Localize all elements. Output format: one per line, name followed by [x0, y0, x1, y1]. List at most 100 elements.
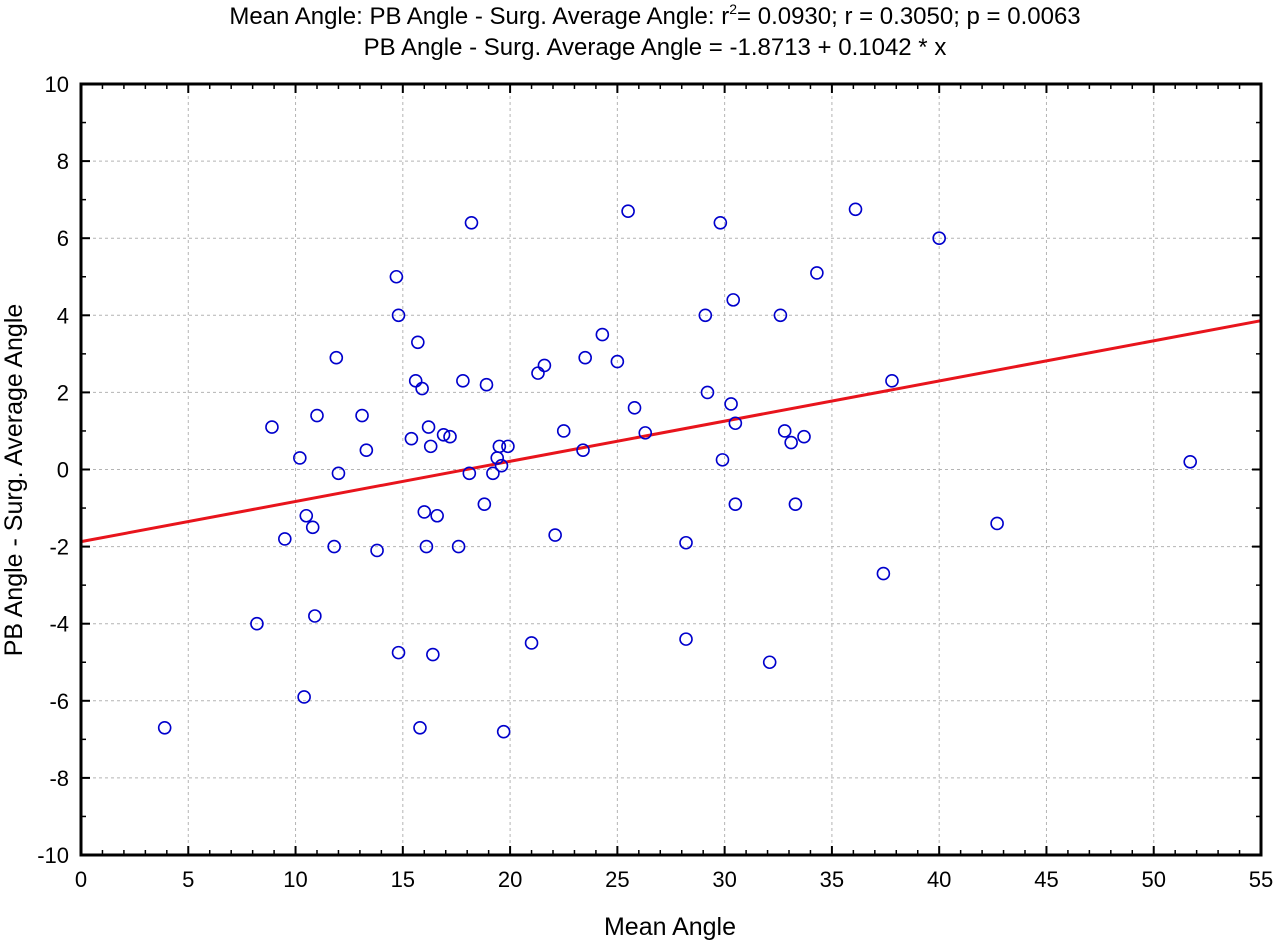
data-point-8: [308, 609, 322, 623]
data-point-49: [576, 443, 590, 458]
data-point-45: [531, 366, 545, 380]
chart-title-line-2: PB Angle - Surg. Average Angle = -1.8713…: [364, 34, 947, 61]
y-tick-label-10: 10: [45, 72, 69, 97]
data-point-24: [417, 505, 432, 519]
y-tick-label-9: 8: [57, 149, 69, 174]
x-tick-label-3: 15: [391, 867, 415, 892]
y-tick-label-8: 6: [57, 226, 69, 251]
data-point-38: [486, 466, 500, 481]
y-tick-label-5: 0: [57, 458, 69, 483]
data-point-53: [621, 204, 635, 219]
data-point-0: [157, 720, 172, 735]
data-point-73: [848, 202, 863, 217]
data-point-64: [728, 416, 743, 431]
data-point-74: [876, 566, 891, 581]
data-point-75: [885, 374, 899, 388]
data-point-43: [501, 439, 515, 454]
data-point-15: [370, 543, 384, 558]
x-tick-label-9: 45: [1034, 867, 1058, 892]
data-point-77: [990, 516, 1004, 531]
x-tick-label-11: 55: [1249, 867, 1273, 892]
data-point-35: [464, 215, 479, 230]
data-point-55: [638, 426, 653, 440]
data-point-27: [423, 439, 438, 454]
data-point-18: [391, 645, 406, 660]
data-point-40: [492, 439, 507, 454]
x-tick-label-4: 20: [498, 867, 522, 892]
chart-title-line-1-part-2: = 0.0930; r = 0.3050; p = 0.0063: [737, 3, 1081, 30]
data-point-14: [359, 443, 374, 458]
data-point-34: [462, 466, 477, 481]
x-tick-label-8: 40: [927, 867, 951, 892]
data-point-61: [715, 453, 730, 467]
y-tick-label-3: -4: [49, 612, 69, 637]
data-point-28: [426, 647, 440, 662]
x-tick-label-1: 5: [182, 867, 194, 892]
data-point-6: [299, 508, 314, 523]
data-point-4: [293, 451, 307, 465]
data-point-41: [494, 458, 509, 473]
x-tick-label-10: 50: [1141, 867, 1165, 892]
x-axis-label: Mean Angle: [604, 913, 736, 941]
data-point-17: [391, 308, 406, 323]
data-point-16: [389, 269, 404, 284]
data-point-3: [278, 532, 292, 546]
data-point-20: [408, 374, 423, 388]
data-point-9: [310, 408, 324, 423]
data-point-37: [479, 377, 494, 392]
data-point-66: [762, 655, 777, 670]
data-point-56: [679, 535, 693, 550]
regression-line: [80, 319, 1262, 544]
data-point-22: [413, 720, 427, 735]
data-point-52: [610, 354, 625, 369]
data-point-11: [329, 350, 344, 365]
data-point-33: [456, 374, 470, 388]
chart-title-line-1: Mean Angle: PB Angle - Surg. Average Ang…: [229, 1, 1080, 30]
data-point-42: [496, 724, 511, 739]
data-point-25: [419, 539, 434, 554]
data-points: [157, 202, 1197, 739]
data-point-51: [595, 327, 610, 342]
x-tick-label-5: 25: [605, 867, 629, 892]
data-point-30: [436, 428, 451, 442]
data-point-54: [627, 401, 642, 415]
y-tick-label-2: -6: [49, 689, 69, 714]
y-tick-label-0: -10: [37, 843, 69, 868]
data-point-65: [728, 497, 743, 511]
chart-title-line-1-superscript: 2: [729, 1, 737, 17]
x-tick-label-2: 10: [283, 867, 307, 892]
data-point-48: [556, 424, 571, 438]
tick-labels: 0 5 10 15 20 25 30 35 40 45 50 55 -10 -8 -6 -4 -2 0 2 4 6 8 10: [37, 72, 1273, 892]
data-point-12: [331, 466, 346, 481]
y-tick-label-7: 4: [57, 303, 69, 328]
data-point-19: [404, 431, 419, 446]
data-point-58: [698, 308, 713, 323]
data-point-29: [430, 508, 444, 523]
y-tick-label-4: -2: [49, 535, 69, 560]
data-point-44: [524, 636, 539, 650]
data-point-32: [451, 539, 466, 554]
data-point-26: [421, 420, 436, 434]
data-point-59: [700, 385, 715, 400]
x-tick-label-0: 0: [75, 867, 87, 892]
data-point-60: [713, 215, 728, 230]
data-point-71: [797, 429, 811, 444]
data-point-62: [724, 397, 738, 411]
data-point-57: [679, 632, 693, 646]
data-point-23: [415, 381, 429, 396]
data-point-68: [777, 424, 792, 438]
data-point-50: [578, 350, 592, 365]
data-point-46: [537, 358, 552, 373]
x-tick-label-6: 30: [712, 867, 736, 892]
chart-title-line-1-part-1: Mean Angle: PB Angle - Surg. Average Ang…: [229, 3, 729, 30]
data-point-2: [265, 420, 279, 434]
data-point-69: [784, 435, 798, 450]
data-point-13: [355, 408, 369, 423]
data-point-63: [726, 293, 741, 307]
data-point-7: [305, 520, 320, 535]
data-point-10: [327, 539, 341, 554]
data-point-1: [250, 616, 264, 631]
y-axis-label: PB Angle - Surg. Average Angle: [0, 304, 28, 657]
data-point-36: [477, 497, 492, 511]
